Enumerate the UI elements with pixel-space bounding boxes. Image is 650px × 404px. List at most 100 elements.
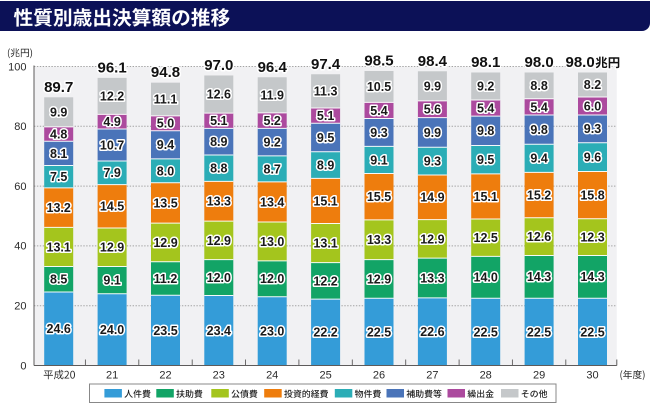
svg-text:98.1: 98.1 — [471, 54, 500, 71]
svg-text:13.1: 13.1 — [313, 237, 337, 251]
svg-text:22.5: 22.5 — [527, 325, 551, 339]
svg-text:26: 26 — [373, 369, 385, 381]
svg-text:10.7: 10.7 — [100, 138, 124, 152]
svg-text:9.5: 9.5 — [477, 153, 494, 167]
svg-text:8.5: 8.5 — [50, 273, 67, 287]
svg-text:14.0: 14.0 — [474, 271, 498, 285]
svg-text:14.3: 14.3 — [527, 270, 551, 284]
svg-text:24.0: 24.0 — [100, 323, 124, 337]
svg-text:4.8: 4.8 — [50, 128, 67, 142]
svg-text:23: 23 — [213, 369, 225, 381]
svg-text:11.9: 11.9 — [260, 89, 284, 103]
svg-text:12.2: 12.2 — [100, 90, 124, 104]
svg-text:96.1: 96.1 — [97, 60, 126, 77]
svg-text:12.2: 12.2 — [313, 274, 337, 288]
svg-text:13.3: 13.3 — [420, 271, 444, 285]
svg-text:29: 29 — [533, 369, 545, 381]
svg-text:30: 30 — [586, 369, 598, 381]
svg-text:24: 24 — [266, 369, 278, 381]
svg-text:11.1: 11.1 — [154, 93, 178, 107]
svg-text:9.6: 9.6 — [584, 151, 601, 165]
svg-text:89.7: 89.7 — [44, 79, 73, 96]
svg-text:11.2: 11.2 — [154, 272, 178, 286]
svg-text:15.8: 15.8 — [580, 189, 604, 203]
svg-text:22.5: 22.5 — [580, 325, 604, 339]
svg-text:9.1: 9.1 — [370, 153, 387, 167]
svg-text:13.3: 13.3 — [367, 233, 391, 247]
svg-text:9.9: 9.9 — [50, 106, 67, 120]
svg-text:28: 28 — [480, 369, 492, 381]
svg-text:22.5: 22.5 — [474, 325, 498, 339]
svg-text:12.9: 12.9 — [207, 234, 231, 248]
svg-text:24.6: 24.6 — [47, 322, 71, 336]
svg-text:6.0: 6.0 — [584, 99, 601, 113]
svg-text:25: 25 — [319, 369, 331, 381]
svg-text:23.5: 23.5 — [153, 324, 177, 338]
svg-text:96.4: 96.4 — [258, 59, 288, 76]
svg-text:8.7: 8.7 — [264, 162, 281, 176]
svg-text:15.1: 15.1 — [474, 190, 498, 204]
svg-text:8.2: 8.2 — [584, 78, 601, 92]
svg-text:13.4: 13.4 — [260, 195, 284, 209]
svg-text:12.0: 12.0 — [260, 272, 284, 286]
svg-text:20: 20 — [14, 301, 26, 313]
svg-text:13.3: 13.3 — [207, 195, 231, 209]
svg-text:97.4: 97.4 — [311, 56, 341, 73]
svg-text:5.0: 5.0 — [157, 117, 174, 131]
svg-text:9.2: 9.2 — [477, 80, 494, 94]
svg-text:15.2: 15.2 — [527, 189, 551, 203]
svg-text:7.5: 7.5 — [50, 170, 67, 184]
svg-text:12.9: 12.9 — [367, 272, 391, 286]
svg-text:98.0: 98.0 — [524, 54, 553, 71]
svg-text:5.1: 5.1 — [210, 114, 227, 128]
svg-text:12.6: 12.6 — [207, 88, 231, 102]
svg-text:60: 60 — [14, 181, 26, 193]
svg-text:8.1: 8.1 — [50, 147, 67, 161]
svg-text:12.9: 12.9 — [100, 241, 124, 255]
svg-text:9.9: 9.9 — [424, 126, 441, 140]
svg-text:8.8: 8.8 — [210, 162, 227, 176]
svg-text:9.8: 9.8 — [530, 123, 547, 137]
svg-text:13.1: 13.1 — [47, 240, 71, 254]
svg-text:98.5: 98.5 — [364, 53, 393, 70]
svg-text:13.5: 13.5 — [153, 196, 177, 210]
svg-text:23.4: 23.4 — [207, 324, 231, 338]
svg-text:27: 27 — [426, 369, 438, 381]
svg-text:5.2: 5.2 — [264, 114, 281, 128]
svg-text:8.0: 8.0 — [157, 164, 174, 178]
svg-text:94.8: 94.8 — [151, 64, 180, 81]
svg-text:9.3: 9.3 — [584, 122, 601, 136]
svg-text:12.0: 12.0 — [207, 271, 231, 285]
svg-text:8.8: 8.8 — [530, 79, 547, 93]
svg-text:5.1: 5.1 — [317, 109, 334, 123]
svg-text:12.6: 12.6 — [527, 230, 551, 244]
svg-text:15.5: 15.5 — [367, 190, 391, 204]
svg-text:14.9: 14.9 — [420, 191, 444, 205]
svg-text:23.0: 23.0 — [260, 325, 284, 339]
svg-text:100: 100 — [8, 61, 26, 73]
svg-text:15.1: 15.1 — [313, 194, 337, 208]
svg-text:5.4: 5.4 — [530, 100, 547, 114]
svg-text:98.0: 98.0 — [565, 54, 594, 71]
svg-text:21: 21 — [106, 369, 118, 381]
svg-text:5.4: 5.4 — [477, 102, 494, 116]
svg-text:80: 80 — [14, 121, 26, 133]
svg-text:9.2: 9.2 — [264, 136, 281, 150]
svg-text:97.0: 97.0 — [204, 57, 233, 74]
svg-text:9.9: 9.9 — [424, 80, 441, 94]
svg-text:9.4: 9.4 — [530, 152, 547, 166]
svg-text:9.3: 9.3 — [424, 155, 441, 169]
svg-text:14.5: 14.5 — [100, 200, 124, 214]
svg-text:5.6: 5.6 — [424, 103, 441, 117]
svg-text:9.3: 9.3 — [370, 126, 387, 140]
svg-text:22.2: 22.2 — [313, 326, 337, 340]
svg-text:14.3: 14.3 — [580, 270, 604, 284]
svg-text:4.9: 4.9 — [103, 115, 120, 129]
svg-text:8.9: 8.9 — [317, 158, 334, 172]
svg-text:12.5: 12.5 — [474, 231, 498, 245]
svg-text:13.0: 13.0 — [260, 235, 284, 249]
svg-text:9.5: 9.5 — [317, 131, 334, 145]
svg-text:9.1: 9.1 — [103, 274, 120, 288]
svg-text:9.4: 9.4 — [157, 138, 174, 152]
svg-text:98.4: 98.4 — [418, 53, 448, 70]
